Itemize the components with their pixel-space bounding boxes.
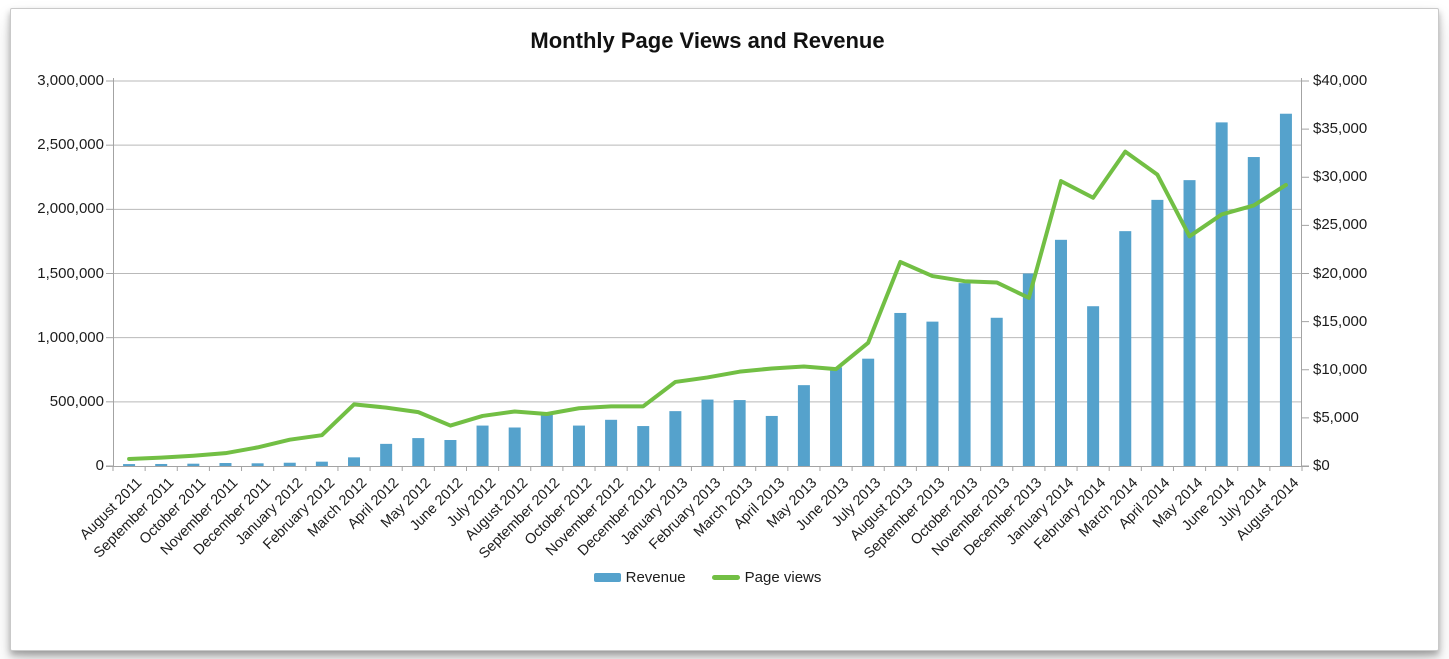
revenue-bar bbox=[444, 440, 457, 466]
revenue-bar bbox=[894, 312, 907, 466]
revenue-bar bbox=[1247, 157, 1260, 466]
y-axis-right-tick-label: $35,000 bbox=[1313, 120, 1368, 138]
revenue-bar bbox=[637, 426, 650, 466]
y-axis-right-tick-label: $0 bbox=[1313, 457, 1330, 474]
revenue-bar bbox=[251, 463, 264, 466]
y-axis-left-tick-label: 1,000,000 bbox=[37, 328, 104, 346]
revenue-bar bbox=[1054, 239, 1067, 466]
pageviews-line bbox=[127, 149, 1288, 461]
revenue-bar bbox=[508, 427, 521, 466]
revenue-bar bbox=[797, 385, 810, 466]
revenue-bar bbox=[958, 283, 971, 466]
revenue-bar bbox=[540, 414, 553, 466]
y-axis-right-tick-label: $20,000 bbox=[1313, 264, 1368, 282]
chart-frame bbox=[10, 8, 1439, 651]
revenue-bar bbox=[187, 463, 200, 466]
revenue-bar bbox=[1022, 273, 1035, 466]
revenue-bar-swatch-icon bbox=[593, 573, 621, 582]
legend-item-revenue: Revenue bbox=[593, 569, 686, 586]
legend-item-page-views: Page views bbox=[711, 569, 822, 586]
revenue-bar bbox=[1151, 199, 1164, 466]
revenue-bar bbox=[315, 461, 328, 466]
y-axis-left-tick-label: 3,000,000 bbox=[37, 72, 104, 89]
y-axis-left-tick-label: 2,000,000 bbox=[37, 200, 104, 218]
revenue-bar bbox=[155, 463, 168, 466]
y-axis-left-tick-label: 0 bbox=[95, 457, 104, 474]
revenue-bar bbox=[123, 464, 136, 466]
y-axis-left-tick-label: 1,500,000 bbox=[37, 264, 104, 282]
revenue-bar bbox=[926, 321, 939, 466]
plot-area bbox=[106, 78, 1309, 471]
revenue-bar bbox=[1087, 306, 1100, 466]
revenue-bar bbox=[765, 415, 778, 466]
revenue-bar bbox=[733, 400, 746, 466]
chart-title: Monthly Page Views and Revenue bbox=[530, 28, 885, 53]
revenue-bar bbox=[219, 463, 232, 466]
revenue-bar bbox=[1119, 231, 1132, 466]
revenue-bar bbox=[830, 367, 843, 466]
revenue-bar bbox=[1215, 122, 1228, 466]
revenue-bar bbox=[412, 438, 425, 466]
y-axis-right-tick-label: $5,000 bbox=[1313, 408, 1359, 426]
legend-label: Page views bbox=[744, 569, 822, 586]
legend-label: Revenue bbox=[625, 569, 686, 586]
revenue-bar bbox=[990, 317, 1003, 466]
y-axis-right-tick-label: $25,000 bbox=[1313, 216, 1368, 234]
revenue-bar bbox=[476, 425, 489, 466]
revenue-bar bbox=[605, 419, 618, 466]
y-axis-right-tick-label: $40,000 bbox=[1313, 72, 1368, 89]
y-axis-right-tick-label: $10,000 bbox=[1313, 360, 1368, 378]
revenue-bar bbox=[1183, 180, 1196, 466]
revenue-bar bbox=[348, 457, 361, 466]
pageviews-line-swatch-icon bbox=[711, 575, 740, 580]
legend: Revenue Page views bbox=[113, 569, 1302, 586]
y-axis-right-tick-label: $30,000 bbox=[1313, 168, 1368, 186]
y-axis-right-tick-label: $15,000 bbox=[1313, 312, 1368, 330]
revenue-bar bbox=[380, 443, 393, 466]
revenue-bar bbox=[669, 411, 682, 466]
y-axis-left-tick-label: 2,500,000 bbox=[37, 136, 104, 154]
revenue-bar bbox=[862, 358, 875, 466]
revenue-bar bbox=[701, 399, 714, 466]
y-axis-left-tick-label: 500,000 bbox=[49, 392, 104, 410]
revenue-bar bbox=[283, 462, 296, 466]
revenue-bar bbox=[1279, 113, 1292, 466]
revenue-bar bbox=[572, 425, 585, 466]
